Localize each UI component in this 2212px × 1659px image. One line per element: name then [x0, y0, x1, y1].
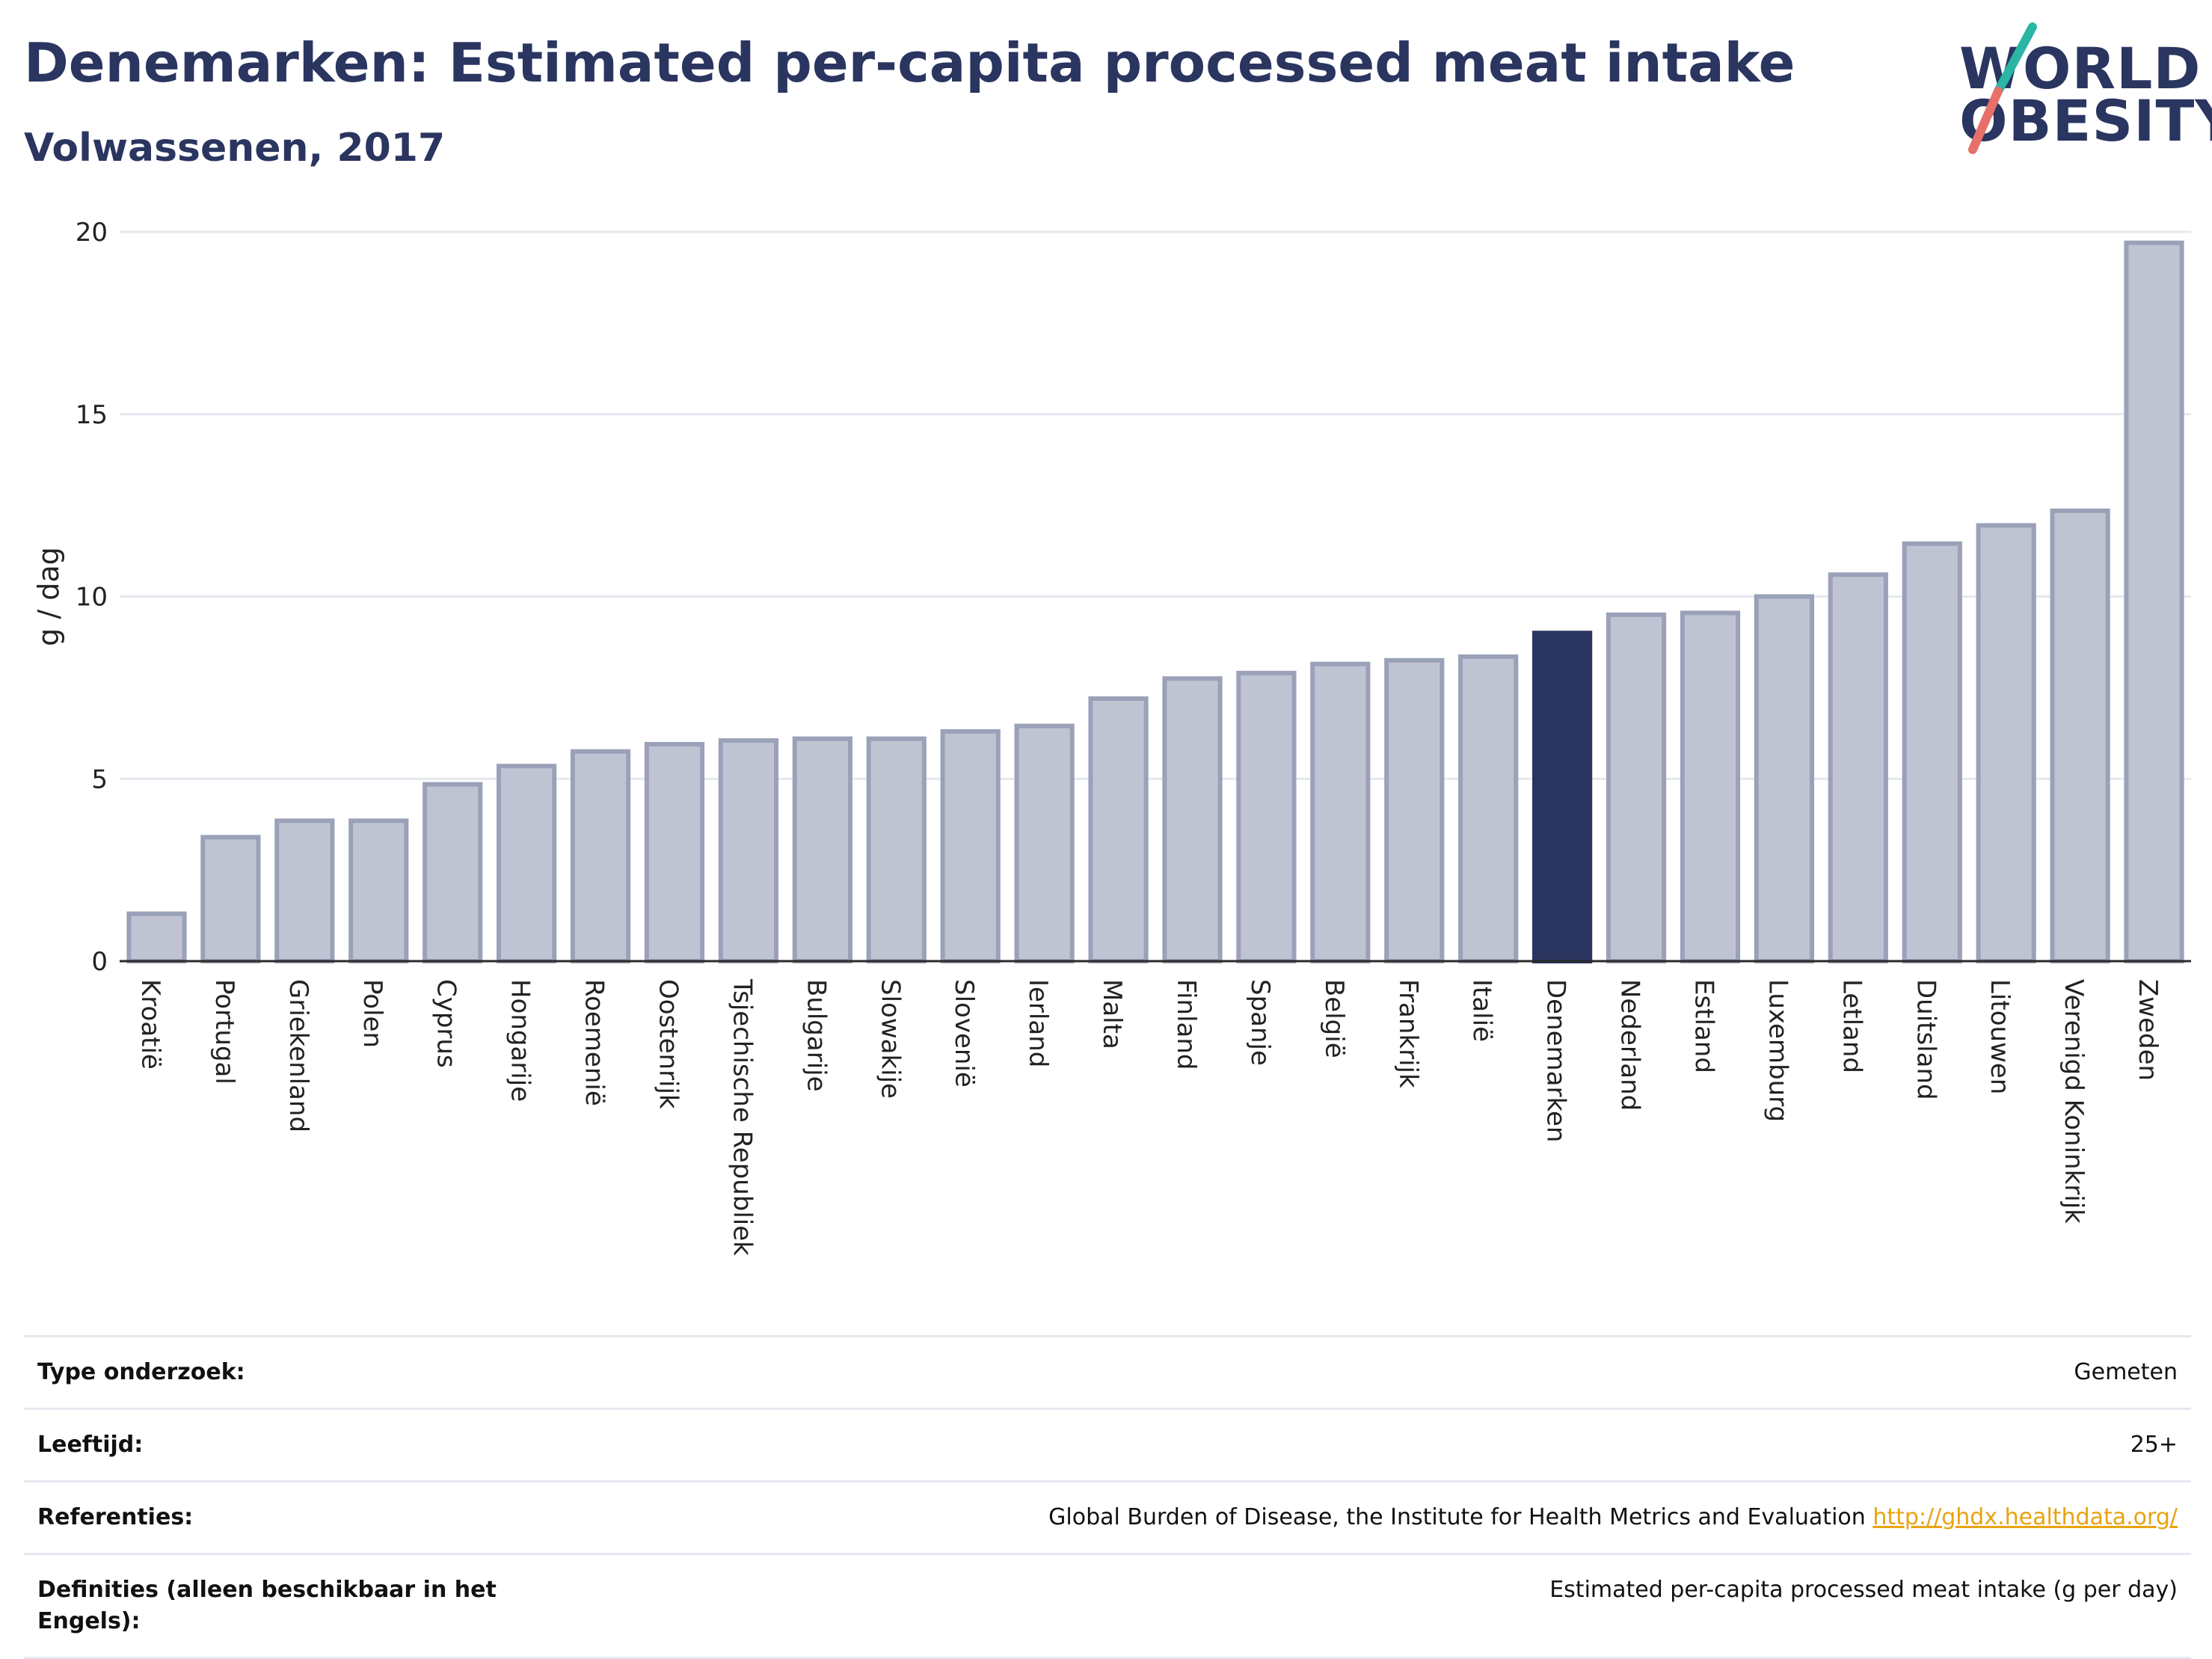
info-row-age: Leeftijd: 25+ [24, 1408, 2191, 1480]
x-tick-label: Finland [1171, 979, 1201, 1070]
bar-spanje[interactable] [1236, 670, 1297, 963]
x-tick-label: Portugal [209, 979, 239, 1085]
x-tick-label: Zweden [2133, 979, 2163, 1081]
bar-itali-[interactable] [1458, 654, 1519, 963]
world-obesity-logo[interactable]: WORLD OBESITY [1944, 22, 2212, 157]
x-tick-label: België [1319, 979, 1349, 1058]
x-axis-ticks: Kroatië Portugal Griekenland Polen Cyprus Hon… [135, 978, 2163, 1256]
y-tick-label: 15 [76, 400, 108, 430]
bar-bulgarije[interactable] [792, 736, 852, 963]
logo-line-2: OBESITY [1959, 88, 2212, 154]
info-label: Type onderzoek: [37, 1359, 245, 1385]
bar-oostenrijk[interactable] [644, 741, 705, 963]
bars [126, 240, 2184, 963]
y-axis-ticks: 0 5 10 15 20 [76, 218, 108, 977]
bar-estland[interactable] [1680, 610, 1741, 963]
info-row-survey-type: Type onderzoek: Gemeten [24, 1335, 2191, 1408]
x-tick-label: Griekenland [283, 979, 313, 1132]
x-tick-label: Litouwen [1985, 979, 2015, 1094]
x-tick-label: Slovenië [949, 979, 979, 1088]
info-row-definitions: Definities (alleen beschikbaar in het En… [24, 1553, 2191, 1659]
bar-polen[interactable] [348, 818, 409, 963]
logo-slash-icon [1968, 22, 2037, 154]
bar-cyprus[interactable] [423, 782, 483, 963]
x-tick-label: Verenigd Koninkrijk [2059, 979, 2089, 1224]
info-value: Estimated per-capita processed meat inta… [1549, 1577, 2178, 1603]
bar-sloveni-[interactable] [940, 729, 1001, 963]
bar-letland[interactable] [1828, 572, 1888, 963]
x-tick-label: Malta [1097, 979, 1127, 1049]
bar-luxemburg[interactable] [1754, 594, 1814, 963]
x-tick-label: Ierland [1023, 979, 1053, 1067]
x-tick-label: Estland [1689, 979, 1718, 1073]
x-tick-label: Bulgarije [801, 979, 831, 1092]
y-tick-label: 10 [76, 583, 108, 613]
reference-link[interactable]: http://ghdx.healthdata.org/ [1872, 1504, 2178, 1530]
info-value: Gemeten [2074, 1359, 2178, 1385]
x-tick-label: Denemarken [1541, 979, 1571, 1142]
bar-denemarken[interactable] [1532, 631, 1593, 963]
x-tick-label: Kroatië [135, 979, 165, 1070]
x-tick-label: Oostenrijk [653, 979, 683, 1109]
y-tick-label: 20 [76, 218, 108, 248]
bar-nederland[interactable] [1606, 612, 1667, 963]
info-value: 25+ [2130, 1432, 2178, 1458]
reference-text: Global Burden of Disease, the Institute … [1048, 1504, 1873, 1530]
x-tick-label: Spanje [1245, 979, 1275, 1066]
bar-portugal[interactable] [200, 835, 261, 963]
bar-ierland[interactable] [1014, 723, 1075, 963]
y-tick-label: 5 [91, 764, 108, 794]
bar-hongarije[interactable] [497, 764, 557, 963]
x-tick-label: Italië [1467, 979, 1497, 1042]
x-tick-label: Tsjechische Republiek [727, 978, 757, 1256]
bar-belgi-[interactable] [1310, 661, 1371, 963]
bar-tsjechische-republiek[interactable] [718, 738, 778, 963]
y-tick-label: 0 [91, 947, 108, 977]
x-tick-label: Polen [357, 979, 387, 1048]
bar-litouwen[interactable] [1976, 523, 2036, 963]
info-label: Referenties: [37, 1504, 194, 1530]
bar-chart: 0 5 10 15 20 Kroatië Portugal Griekenland Polen… [32, 218, 2191, 1256]
info-value-references: Global Burden of Disease, the Institute … [1048, 1502, 2178, 1533]
bar-kroati-[interactable] [126, 911, 187, 963]
bar-finland[interactable] [1162, 676, 1223, 963]
bar-griekenland[interactable] [274, 818, 335, 963]
x-tick-label: Cyprus [431, 979, 461, 1068]
bar-roemeni-[interactable] [570, 749, 631, 963]
info-label: Leeftijd: [37, 1432, 144, 1458]
x-tick-label: Luxemburg [1763, 979, 1792, 1122]
bar-zweden[interactable] [2124, 240, 2184, 963]
x-tick-label: Roemenië [580, 979, 609, 1106]
x-tick-label: Hongarije [506, 979, 535, 1102]
bar-frankrijk[interactable] [1384, 657, 1445, 963]
x-tick-label: Letland [1837, 979, 1867, 1073]
bar-duitsland[interactable] [1902, 541, 1962, 963]
x-tick-label: Frankrijk [1393, 979, 1423, 1088]
chart-subtitle: Volwassenen, 2017 [24, 126, 446, 171]
info-row-references: Referenties: Global Burden of Disease, t… [24, 1480, 2191, 1553]
chart-title: Denemarken: Estimated per-capita process… [24, 31, 1795, 94]
x-tick-label: Nederland [1615, 979, 1645, 1111]
y-axis-label: g / dag [32, 547, 65, 646]
info-label: Definities (alleen beschikbaar in het En… [37, 1577, 497, 1634]
info-table: Type onderzoek: Gemeten Leeftijd: 25+ Re… [24, 1335, 2191, 1659]
bar-slowakije[interactable] [866, 736, 927, 963]
bar-verenigd-koninkrijk[interactable] [2050, 508, 2110, 963]
x-tick-label: Duitsland [1911, 979, 1941, 1100]
bar-malta[interactable] [1088, 696, 1149, 963]
x-tick-label: Slowakije [875, 979, 905, 1099]
